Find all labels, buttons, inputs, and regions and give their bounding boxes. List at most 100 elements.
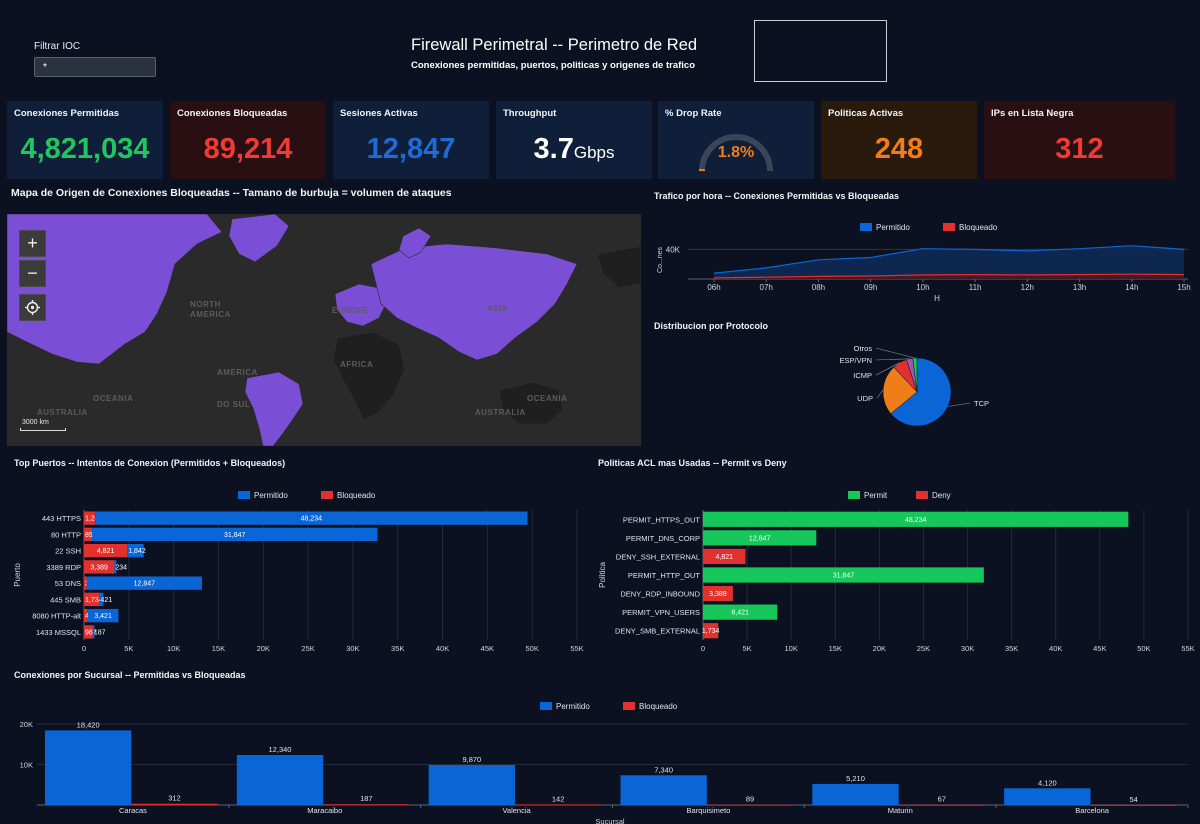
map-zoom-in-button[interactable]: + [19, 230, 46, 257]
bar-value-label: 8,421 [731, 610, 749, 617]
x-tick-label: 13h [1073, 283, 1086, 292]
x-tick-label: 06h [707, 283, 720, 292]
legend-swatch [848, 491, 860, 499]
map-locate-button[interactable] [19, 294, 46, 321]
map-label-america-sul: AMERICA [217, 368, 258, 377]
bar-permitido [621, 775, 707, 805]
kpi-card-6: IPs en Lista Negra 312 [984, 101, 1175, 179]
y-axis-title: Co...nes [657, 246, 664, 273]
dashboard-subtitle: Conexiones permitidas, puertos, politica… [411, 60, 695, 71]
ports-chart: Permitido Bloqueado0 5K 10K 15K 20K 25K 30K 35K 4… [0, 480, 590, 662]
x-tick-label: 08h [812, 283, 825, 292]
map-asia [371, 244, 577, 360]
x-tick-label: 50K [526, 644, 539, 653]
acl-chart: Permit Deny 0 5K 10K 15K 20K 25K 30K 35K 40K 45K 50K… [594, 480, 1200, 662]
map-australia [499, 382, 563, 424]
blocked-origin-map[interactable]: + − NORTH AMERICA EUROPE ASIA AFRICA AME… [7, 214, 641, 446]
y-tick-label: DENY_SMB_EXTERNAL [615, 627, 700, 636]
x-tick-label: Barcelona [1075, 806, 1110, 815]
x-tick-label: Caracas [119, 806, 147, 815]
y-tick-label: 1433 MSSQL [36, 628, 81, 637]
map-label-europe: EUROPE [332, 306, 369, 315]
y-tick-label: PERMIT_HTTP_OUT [628, 571, 701, 580]
x-tick-label: 07h [760, 283, 773, 292]
y-tick-label: PERMIT_DNS_CORP [626, 534, 700, 543]
kpi-card-3: Throughput 3.7Gbps [496, 101, 652, 179]
bar-value-label: 4,120 [1038, 778, 1057, 787]
bar-value-label: 12,847 [749, 535, 771, 542]
map-label-africa: AFRICA [340, 360, 373, 369]
kpi-value: 248 [821, 133, 977, 166]
bar-value-label: 187 [360, 794, 373, 803]
y-tick-label: 53 DNS [55, 579, 81, 588]
bar-value-label: 54 [1129, 795, 1137, 804]
pie-leader-line [948, 403, 970, 407]
traffic-title: Trafico por hora -- Conexiones Permitida… [654, 191, 899, 201]
x-tick-label: 55K [570, 644, 583, 653]
kpi-card-4: % Drop Rate 1.8% [658, 101, 814, 179]
bar-value-label: 4,821 [97, 548, 115, 555]
bar-value-label: 12,847 [134, 581, 156, 588]
x-tick-label: 15K [212, 644, 225, 653]
kpi-value: 4,821,034 [7, 133, 163, 166]
x-tick-label: Valencia [502, 806, 531, 815]
legend-label: Permitido [556, 702, 590, 711]
bar-value-label: 1,734 [702, 628, 720, 635]
branches-chart: Permitido Bloqueado20K10K18,420312Caracas… [0, 690, 1200, 824]
map-label-oceania-west: OCEANIA [93, 394, 133, 403]
kpi-number: 3.7 [534, 133, 574, 165]
pie-leader-line [876, 359, 910, 360]
map-label-do-sul: DO SUL [217, 400, 250, 409]
map-zoom-out-button[interactable]: − [19, 260, 46, 287]
bar-value-label: 31,847 [833, 573, 855, 580]
y-axis-title: Politica [598, 562, 607, 588]
kpi-title: IPs en Lista Negra [991, 108, 1073, 119]
x-tick-label: 0 [82, 644, 86, 653]
legend-label: Permitido [254, 491, 288, 500]
kpi-card-1: Conexiones Bloqueadas 89,214 [170, 101, 326, 179]
map-label-australia: AUSTRALIA [475, 408, 526, 417]
pie-label: ICMP [853, 371, 872, 380]
x-tick-label: 09h [864, 283, 877, 292]
y-tick-label: PERMIT_VPN_USERS [622, 608, 700, 617]
y-tick-label: 445 SMB [50, 595, 81, 604]
x-tick-label: 10h [916, 283, 929, 292]
kpi-title: Conexiones Bloqueadas [177, 108, 287, 119]
bar-value-label: 48,234 [301, 516, 323, 523]
y-tick-label: 80 HTTP [51, 530, 81, 539]
map-south-america [245, 372, 303, 446]
kpi-title: Throughput [503, 108, 556, 119]
x-tick-label: 15h [1177, 283, 1190, 292]
x-tick-label: 5K [742, 644, 751, 653]
y-tick-label: 10K [20, 761, 33, 770]
bar-value-label: 3,389 [90, 564, 108, 571]
legend-label: Bloqueado [959, 223, 998, 232]
map-label-oceania: OCEANIA [527, 394, 567, 403]
bar-value-label: 12,340 [269, 745, 292, 754]
bar-value-label: 3,421 [94, 613, 112, 620]
kpi-title: Sesiones Activas [340, 108, 418, 119]
x-tick-label: 40K [436, 644, 449, 653]
map-greenland [229, 214, 289, 262]
x-tick-label: 5K [124, 644, 133, 653]
map-label-north: NORTH [190, 300, 221, 309]
filter-ioc-label: Filtrar IOC [34, 41, 80, 52]
x-tick-label: 11h [969, 283, 982, 292]
x-tick-label: 45K [481, 644, 494, 653]
x-tick-label: 35K [1005, 644, 1018, 653]
kpi-value: 89,214 [170, 133, 326, 166]
x-tick-label: 20K [873, 644, 886, 653]
pie-label: UDP [857, 394, 873, 403]
filter-ioc-input[interactable] [34, 57, 156, 77]
legend-label: Permitido [876, 223, 910, 232]
kpi-card-5: Politicas Activas 248 [821, 101, 977, 179]
kpi-title: Politicas Activas [828, 108, 903, 119]
y-tick-label: 3389 RDP [46, 563, 81, 572]
map-label-australia-west: AUSTRALIA [37, 408, 88, 417]
map-label-asia: ASIA [487, 304, 508, 313]
bar-value-label: 1,842 [128, 548, 146, 555]
bar-value-label: 9,870 [462, 755, 481, 764]
bar-permitido [429, 765, 515, 805]
x-tick-label: 45K [1093, 644, 1106, 653]
bar-value-label: 31,847 [224, 532, 246, 539]
